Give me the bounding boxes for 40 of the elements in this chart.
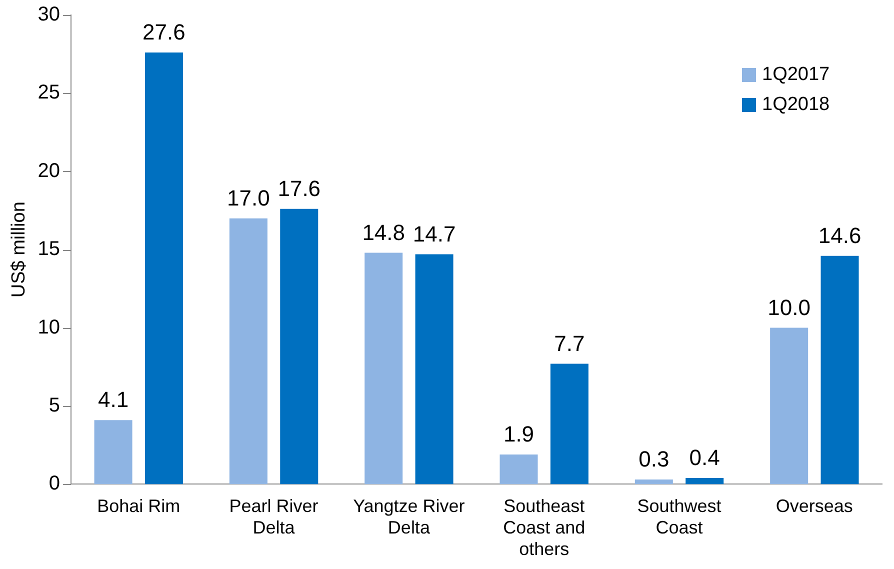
data-label: 14.6 [818,222,862,248]
x-tick-label: Overseas [776,496,853,516]
x-tick-label: Yangtze River Delta [353,496,465,538]
data-label: 17.6 [278,176,321,201]
x-tick-label: Bohai Rim [97,496,180,516]
legend-label: 1Q2017 [762,64,830,86]
x-tick-label: Southeast Coast and others [503,496,586,560]
bar [500,454,538,484]
data-label: 0.4 [689,445,720,470]
bar [415,254,454,484]
data-label: 14.8 [362,220,406,245]
x-tick-label: Pearl River Delta [229,496,318,538]
bar [550,364,588,484]
bar [634,480,673,484]
y-tick-label: 5 [48,394,60,417]
x-tick-label: Southwest Coast [637,496,722,538]
data-label: 10.0 [768,294,810,320]
bar [770,328,808,484]
y-tick-label: 10 [38,316,60,338]
y-tick-label: 0 [48,472,60,495]
y-tick-label: 15 [38,238,60,260]
y-tick-label: 30 [38,4,60,26]
bar [686,478,724,484]
bar [144,52,183,484]
bar [229,218,268,484]
data-label: 1.9 [503,422,534,447]
data-label: 4.1 [98,387,129,412]
y-tick-label: 25 [38,82,60,104]
y-tick-label: 20 [38,160,60,182]
bar [280,208,318,484]
data-label: 14.7 [412,221,456,246]
data-label: 0.3 [638,446,670,472]
bar [94,420,132,484]
legend-label: 1Q2018 [762,94,830,116]
data-label: 27.6 [142,20,186,45]
bar [364,252,403,484]
y-axis-title: US$ million [8,202,30,298]
bar [820,256,859,484]
data-label: 7.7 [554,330,585,356]
data-label: 17.0 [227,185,270,210]
